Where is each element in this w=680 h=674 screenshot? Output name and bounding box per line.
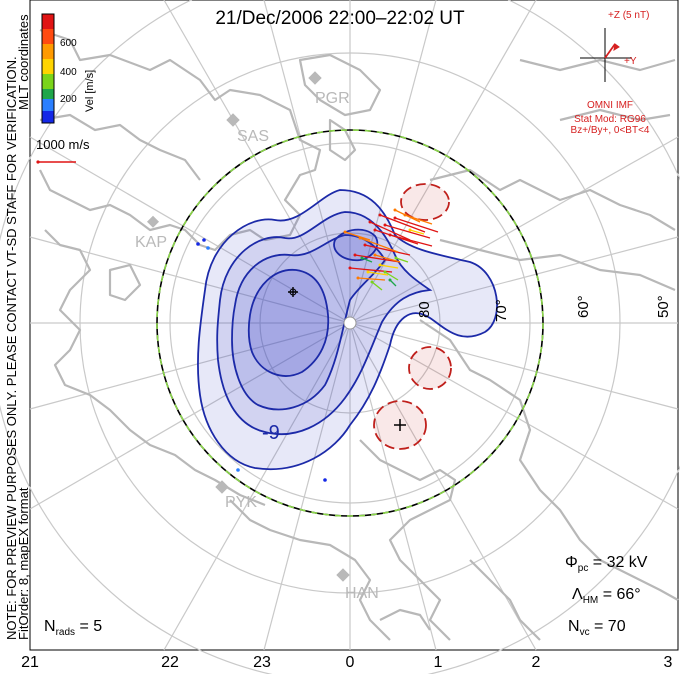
latitude-label-70: 70° [493,299,510,322]
station-pgr: PGR [315,90,350,107]
contour-outer [197,189,498,471]
station-han: HAN [345,585,379,602]
coordinate-system-label: MLT coordinates [16,14,31,110]
vector-count: Nvc = 70 [568,618,626,639]
potential-maximum-marker [394,419,406,431]
mlt-label-21: 21 [21,654,39,671]
mlt-label-1: 1 [433,654,443,671]
fit-order-note: FitOrder: 8, mapEX format [16,487,31,640]
imf-source: OMNI IMF [586,100,634,111]
kap-marker [146,215,160,228]
station-markers [146,71,350,582]
latitude-label-80: 80 [416,301,433,318]
han-marker [336,568,350,582]
contour-small [333,228,379,262]
hm-boundary-green [156,129,544,517]
latitude-label-50: 50° [655,295,672,318]
station-sas: SAS [237,128,270,145]
station-kap: KAP [135,234,168,251]
velocity-scale-vector [36,160,76,164]
imf-scale-label: +Z (5 nT) [608,10,650,21]
imf-condition: Bz+/By+, 0<BT<4 [570,125,650,136]
imf-model: Stat Mod: RG96 [574,114,646,125]
imf-y-label: +Y [624,56,637,67]
velocity-colorbar [41,13,55,124]
coastlines [39,28,679,641]
mlt-label-23: 23 [253,654,271,671]
plot-frame [29,0,679,651]
map-title: 21/Dec/2006 22:00–22:02 UT [215,8,465,29]
contour-value-label: -9 [262,422,280,444]
cross-polar-potential: Φpc = 32 kV [565,554,648,575]
colorbar-tick-200: 200 [60,94,77,105]
pos-contour-1 [400,183,450,221]
mlt-label-3: 3 [663,654,673,671]
mlt-label-2: 2 [531,654,541,671]
station-pyk: PYK [225,494,258,511]
velocity-scale-label: 1000 m/s [36,137,90,152]
radar-count: Nrads = 5 [44,618,103,639]
negative-cell [197,189,498,471]
pole-marker [343,316,357,330]
colorbar-label: Vel [m/s] [84,69,96,112]
pyk-marker [215,480,229,494]
hm-boundary-latitude: ΛHM = 66° [572,586,641,607]
contour-4 [247,269,330,377]
colorbar-tick-400: 400 [60,67,77,78]
sas-marker [226,113,240,127]
mlt-label-0: 0 [345,654,355,671]
pgr-marker [308,71,322,85]
latitude-label-60: 60° [575,295,592,318]
positive-cell [373,183,452,450]
pos-contour-2 [408,346,452,390]
mlt-label-22: 22 [161,654,179,671]
contour-2 [216,211,433,436]
imf-clock-diagram [580,28,632,82]
velocity-vectors [196,208,439,482]
colorbar-tick-600: 600 [60,38,77,49]
